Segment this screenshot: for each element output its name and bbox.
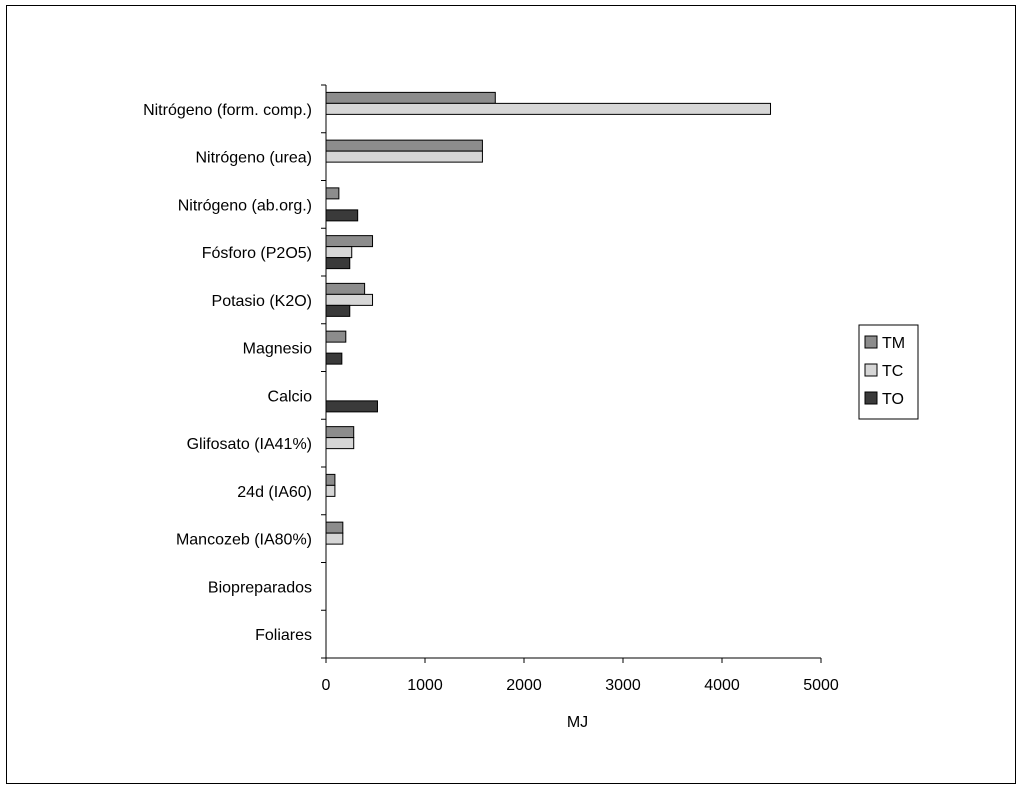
category-label: Potasio (K2O) [212,293,312,310]
category-label: Biopreparados [208,579,312,596]
axes [325,85,821,659]
bars-layer [325,91,772,545]
bar-tc [325,293,374,306]
category-label: 24d (IA60) [237,484,312,501]
bar-to [325,352,343,365]
legend-label: TO [882,391,904,408]
bar-tm [325,426,355,439]
category-label: Glifosato (IA41%) [187,436,312,453]
x-tick-labels: 0 1000 2000 3000 4000 5000 [321,84,839,694]
x-tick-label: 4000 [704,677,740,694]
legend: TM TC TO [858,324,919,420]
category-label: Nitrógeno (form. comp.) [143,102,312,119]
bar-tm [325,91,496,104]
bar-tm [325,330,347,343]
x-tick-label: 3000 [605,677,641,694]
category-label: Mancozeb (IA80%) [176,532,312,549]
bar-tc [325,102,772,115]
x-tick-label: 1000 [407,677,443,694]
bar-to [325,257,351,270]
bar-tc [325,484,336,497]
bar-tm [325,521,344,534]
bar-tm [325,187,340,200]
category-label: Nitrógeno (urea) [196,150,313,167]
bar-tm [325,473,336,486]
bar-tc [325,150,483,163]
x-tick-label: 2000 [506,677,542,694]
bar-tm [325,235,374,248]
bar-tc [325,437,355,450]
bar-tc [325,246,353,259]
bar-to [325,400,378,413]
bar-to [325,209,359,222]
category-labels: Nitrógeno (form. comp.) Nitrógeno (urea) N… [143,102,312,644]
bar-tc [325,532,344,545]
legend-swatch [864,391,878,405]
x-tick-label: 0 [322,677,331,694]
x-axis-title: MJ [567,714,588,731]
category-label: Magnesio [243,341,312,358]
category-label: Nitrógeno (ab.org.) [178,197,312,214]
chart-frame [6,5,1016,784]
bar-tm [325,139,483,152]
legend-label: TM [882,335,905,352]
legend-swatch [864,363,878,377]
bar-tm [325,282,366,295]
category-label: Calcio [268,388,313,405]
legend-label: TC [882,363,903,380]
x-tick-label: 5000 [803,677,839,694]
bar-to [325,304,351,317]
category-label: Fósforo (P2O5) [202,245,312,262]
legend-swatch [864,335,878,349]
category-label: Foliares [255,627,312,644]
